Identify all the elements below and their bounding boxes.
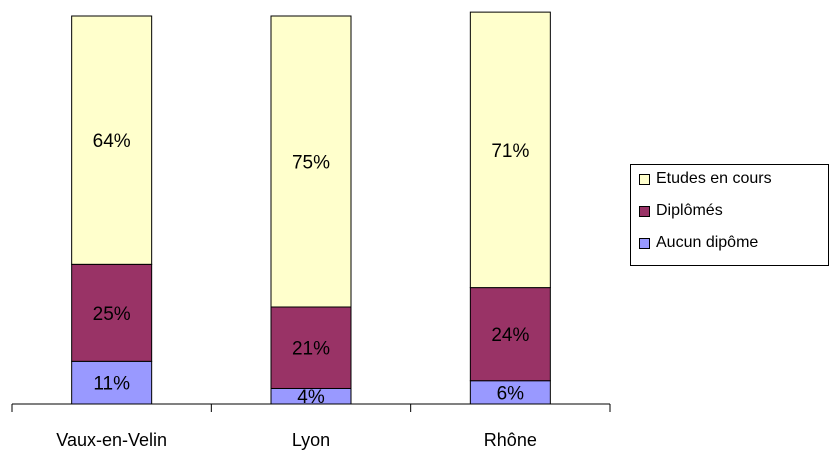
legend-item-diplomes: Diplômés: [639, 200, 723, 222]
bar-segment-0-1: [71, 263, 153, 362]
chart-legend: Etudes en cours Diplômés Aucun dipôme: [630, 164, 829, 266]
legend-item-aucun: Aucun dipôme: [639, 232, 758, 254]
data-label-0-1: 25%: [93, 304, 131, 325]
x-tick-label-1: Lyon: [292, 430, 330, 450]
bar-segment-2-1: [469, 287, 551, 382]
data-label-2-2: 71%: [491, 141, 529, 162]
bar-segment-1-1: [270, 306, 352, 389]
bar-segment-1-2: [270, 15, 352, 308]
legend-swatch-etudes: [639, 173, 650, 185]
legend-label-etudes: Etudes en cours: [656, 170, 772, 187]
legend-item-etudes: Etudes en cours: [639, 168, 772, 190]
legend-label-diplomes: Diplômés: [656, 202, 723, 219]
bar-segment-0-0: [71, 360, 153, 405]
data-label-0-2: 64%: [93, 131, 131, 152]
data-label-1-0: 4%: [297, 387, 325, 408]
legend-label-aucun: Aucun dipôme: [656, 234, 759, 251]
data-label-2-0: 6%: [497, 383, 525, 404]
x-tick-label-0: Vaux-en-Velin: [56, 430, 167, 450]
data-label-2-1: 24%: [491, 325, 529, 346]
legend-swatch-diplomes: [639, 205, 650, 217]
data-label-1-1: 21%: [292, 339, 330, 360]
data-label-0-0: 11%: [93, 374, 130, 395]
x-tick-label-2: Rhône: [484, 430, 537, 450]
bar-segment-0-2: [71, 15, 153, 265]
bar-segment-2-2: [469, 11, 551, 289]
data-label-1-2: 75%: [292, 153, 330, 174]
legend-swatch-aucun: [639, 237, 650, 249]
